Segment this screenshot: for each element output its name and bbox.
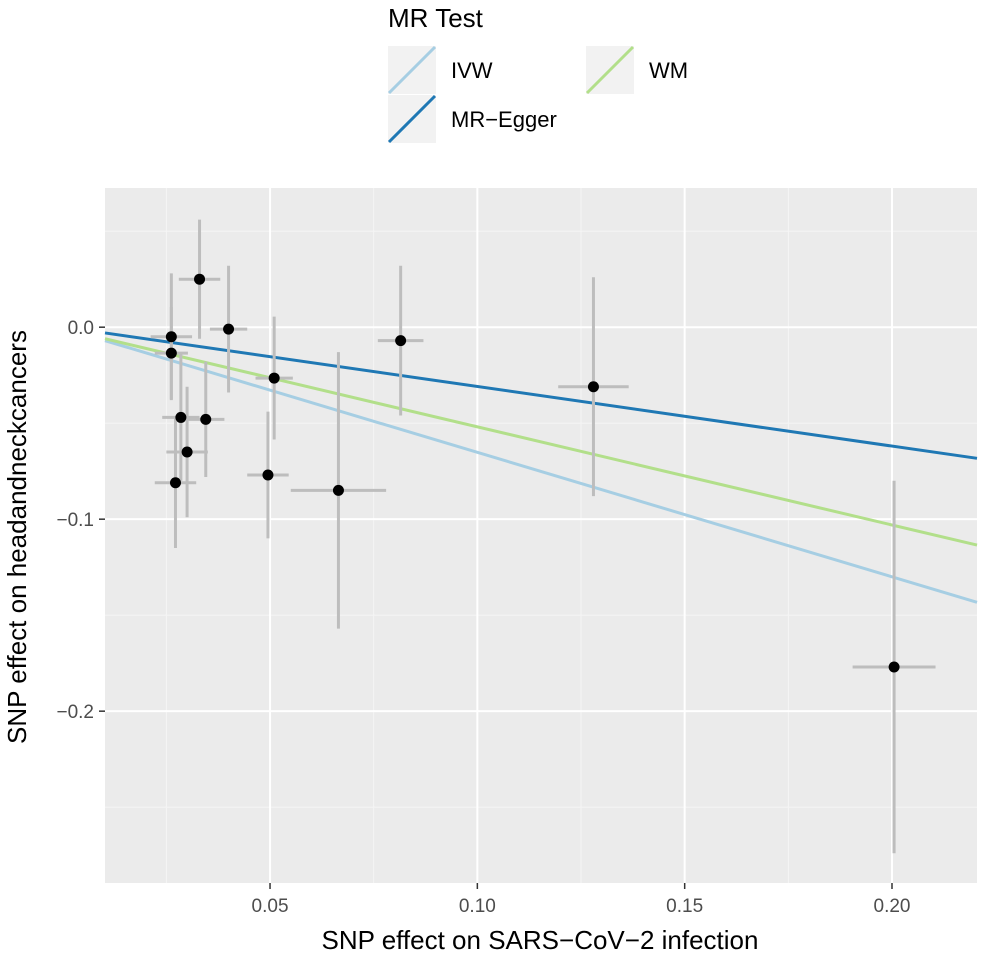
regression-line-1 [104, 331, 978, 460]
data-point-5 [200, 413, 212, 425]
legend: MR Test IVW WM MR−Egger [387, 3, 688, 144]
x-tick-label-0: 0.05 [252, 896, 289, 917]
data-point-3 [223, 323, 235, 335]
data-point-11 [395, 335, 407, 347]
data-point-8 [268, 372, 280, 384]
major-gridlines [105, 188, 977, 883]
regression-lines [104, 331, 978, 604]
data-point-7 [169, 477, 181, 489]
data-point-9 [262, 469, 274, 481]
data-point-2 [194, 273, 206, 285]
x-tick-label-3: 0.20 [874, 896, 911, 917]
y-tick-label-1: −0.1 [56, 510, 94, 531]
legend-swatch-1 [585, 45, 635, 95]
regression-line-2 [104, 337, 978, 547]
legend-label-1: WM [649, 58, 688, 83]
plot-panel [105, 188, 977, 883]
legend-label-2: MR−Egger [451, 107, 557, 132]
data-point-4 [175, 411, 187, 423]
legend-swatch-0 [387, 45, 437, 95]
y-tick-label-0: 0.0 [68, 318, 94, 339]
data-point-0 [165, 331, 177, 343]
y-axis: 0.0 −0.1 −0.2 [56, 318, 105, 723]
y-axis-title: SNP effect on headandneckcancers [2, 330, 32, 744]
data-point-10 [332, 484, 344, 496]
x-tick-label-2: 0.15 [666, 896, 703, 917]
data-point-1 [165, 347, 177, 359]
legend-swatch-2 [387, 94, 437, 144]
y-tick-label-2: −0.2 [56, 702, 94, 723]
legend-label-0: IVW [451, 58, 493, 83]
x-axis-title: SNP effect on SARS−CoV−2 infection [322, 925, 759, 955]
legend-title: MR Test [388, 3, 484, 33]
x-tick-label-1: 0.10 [459, 896, 496, 917]
data-point-13 [888, 661, 900, 673]
data-point-6 [181, 446, 193, 458]
minor-gridlines [105, 188, 977, 883]
x-axis: 0.05 0.10 0.15 0.20 [252, 883, 911, 917]
data-point-12 [587, 381, 599, 393]
data-points [165, 273, 900, 673]
regression-line-0 [104, 339, 978, 604]
